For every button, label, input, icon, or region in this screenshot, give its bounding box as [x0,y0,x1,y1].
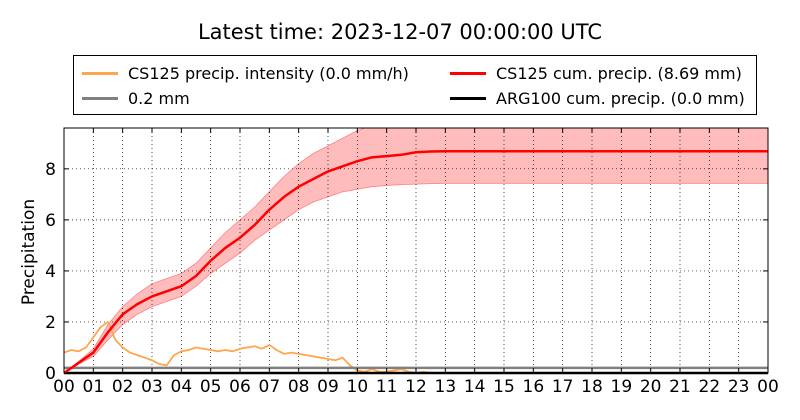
x-tick-label: 13 [435,377,457,397]
legend-item-threshold: 0.2 mm [82,86,190,110]
x-tick-label: 17 [552,377,574,397]
x-tick-label: 04 [171,377,193,397]
y-tick-label: 4 [45,262,56,282]
legend-swatch-arg [450,96,486,100]
legend-label-threshold: 0.2 mm [128,88,190,108]
y-tick-label: 6 [45,211,56,231]
x-tick-label: 05 [200,377,222,397]
legend-item-cum: CS125 cum. precip. (8.69 mm) [450,61,742,85]
legend-swatch-intensity [82,71,118,75]
y-tick-label: 2 [45,313,56,333]
x-tick-label: 12 [405,377,427,397]
legend-label-cum: CS125 cum. precip. (8.69 mm) [496,63,742,83]
legend-swatch-threshold [82,96,118,100]
x-tick-label: 18 [581,377,603,397]
legend-item-intensity: CS125 precip. intensity (0.0 mm/h) [82,61,409,85]
x-tick-label: 00 [757,377,779,397]
x-tick-label: 10 [347,377,369,397]
legend-label-intensity: CS125 precip. intensity (0.0 mm/h) [128,63,409,83]
x-tick-label: 20 [640,377,662,397]
x-tick-label: 06 [229,377,251,397]
legend-swatch-cum [450,71,486,75]
x-tick-label: 01 [83,377,105,397]
x-tick-label: 11 [376,377,398,397]
x-tick-label: 00 [53,377,75,397]
x-tick-label: 19 [611,377,633,397]
x-tick-label: 23 [728,377,750,397]
x-tick-label: 14 [464,377,486,397]
x-tick-label: 16 [523,377,545,397]
chart-title: Latest time: 2023-12-07 00:00:00 UTC [197,20,603,44]
x-tick-label: 09 [317,377,339,397]
legend-label-arg: ARG100 cum. precip. (0.0 mm) [496,88,745,108]
chart-legend: CS125 precip. intensity (0.0 mm/h) CS125… [73,55,757,115]
x-tick-label: 15 [493,377,515,397]
cum-precip-line [64,149,768,373]
x-tick-label: 02 [112,377,134,397]
intensity-line [64,321,768,373]
x-tick-label: 08 [288,377,310,397]
x-tick-label: 21 [669,377,691,397]
x-tick-label: 03 [141,377,163,397]
x-tick-label: 22 [699,377,721,397]
legend-item-arg: ARG100 cum. precip. (0.0 mm) [450,86,745,110]
y-tick-label: 0 [45,364,56,384]
x-tick-label: 07 [259,377,281,397]
y-tick-label: 8 [45,160,56,180]
